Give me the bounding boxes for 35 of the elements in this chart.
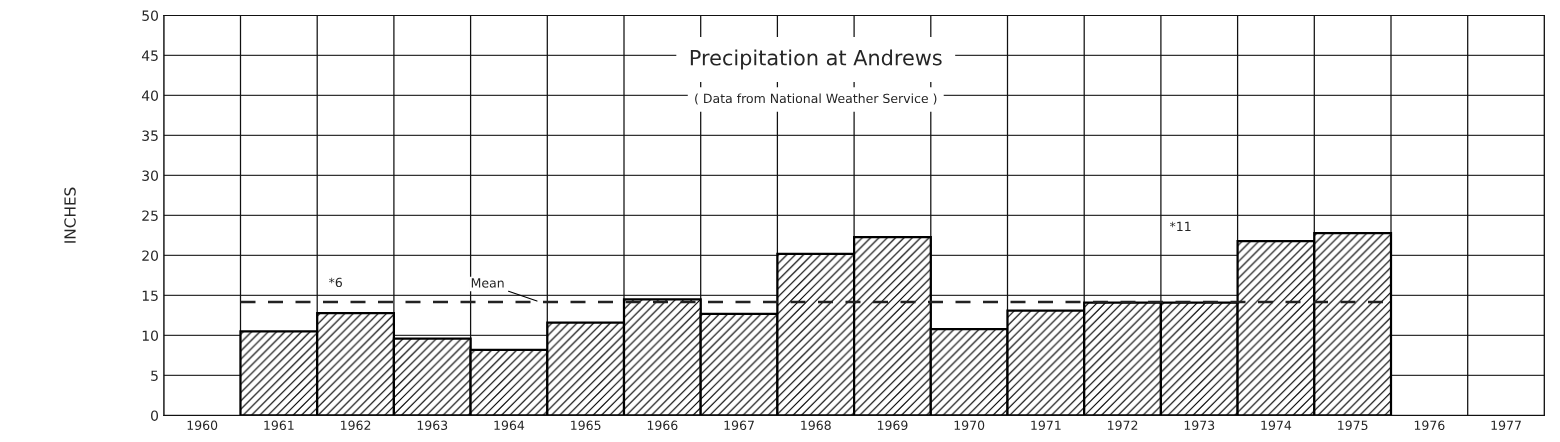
annotation: *11 xyxy=(1169,221,1191,231)
x-tick-label: 1970 xyxy=(954,420,985,431)
x-tick-label: 1965 xyxy=(571,420,601,431)
x-tick-label: 1962 xyxy=(341,420,371,431)
x-tick-label: 1971 xyxy=(1031,420,1061,431)
y-tick-label: 40 xyxy=(141,90,159,101)
y-tick-label: 45 xyxy=(141,50,158,61)
x-tick-label: 1961 xyxy=(264,420,294,431)
y-tick-label: 50 xyxy=(142,10,159,21)
y-axis-title: INCHES xyxy=(64,187,76,243)
x-tick-label: 1977 xyxy=(1491,420,1521,431)
text: Precipitation at Andrews xyxy=(690,49,942,70)
x-tick-label: 1975 xyxy=(1338,420,1368,431)
x-tick-label: 1960 xyxy=(187,420,218,431)
y-tick-label: 30 xyxy=(142,170,159,181)
x-tick-label: 1974 xyxy=(1261,420,1292,431)
x-tick-label: 1966 xyxy=(647,420,678,431)
y-tick-label: 5 xyxy=(151,370,158,381)
text: ( Data from National Weather Service ) xyxy=(695,93,937,105)
x-tick-label: 1967 xyxy=(724,420,754,431)
y-tick-label: 0 xyxy=(151,410,159,421)
x-tick-label: 1969 xyxy=(877,420,908,431)
x-tick-label: 1963 xyxy=(417,420,448,431)
ref-line-label: Mean xyxy=(471,278,504,288)
y-tick-label: 15 xyxy=(142,290,158,301)
y-tick-label: 10 xyxy=(142,330,159,341)
annotation: *6 xyxy=(328,277,342,288)
y-tick-label: 35 xyxy=(142,130,158,141)
x-tick-label: 1968 xyxy=(801,420,831,431)
x-tick-label: 1976 xyxy=(1414,420,1445,431)
x-tick-label: 1973 xyxy=(1184,420,1215,431)
x-tick-label: 1972 xyxy=(1108,420,1138,431)
y-tick-label: 20 xyxy=(142,250,159,261)
x-tick-label: 1964 xyxy=(494,420,525,431)
y-tick-label: 25 xyxy=(142,210,158,221)
